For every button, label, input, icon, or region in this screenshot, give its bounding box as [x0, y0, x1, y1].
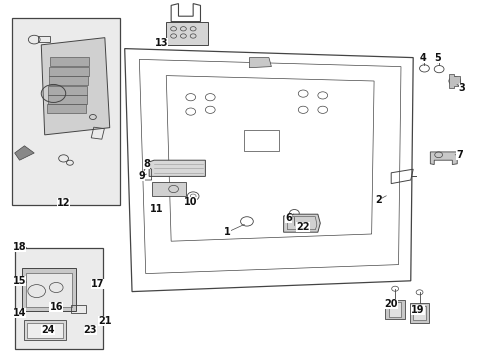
Text: 10: 10 — [183, 197, 197, 207]
Bar — [244, 130, 278, 151]
Polygon shape — [151, 182, 185, 196]
Text: 19: 19 — [410, 305, 424, 315]
Bar — [50, 58, 89, 67]
Text: 23: 23 — [83, 325, 97, 336]
Text: 21: 21 — [98, 316, 112, 326]
Polygon shape — [283, 214, 320, 232]
Polygon shape — [448, 74, 459, 88]
Bar — [49, 67, 88, 76]
Bar — [388, 302, 401, 317]
Text: 17: 17 — [91, 279, 104, 289]
Bar — [49, 76, 88, 85]
Bar — [47, 104, 86, 113]
Text: 4: 4 — [419, 53, 426, 63]
Bar — [48, 86, 87, 95]
Bar — [409, 303, 428, 323]
Bar — [166, 22, 207, 45]
Polygon shape — [15, 146, 34, 160]
Text: 16: 16 — [49, 302, 63, 312]
Bar — [38, 36, 50, 42]
Text: 24: 24 — [41, 325, 55, 336]
Text: 20: 20 — [384, 299, 397, 309]
Polygon shape — [429, 152, 456, 165]
Polygon shape — [149, 160, 205, 176]
Bar — [47, 95, 86, 104]
Text: 6: 6 — [285, 213, 291, 223]
Text: 12: 12 — [57, 198, 70, 208]
Text: 2: 2 — [375, 195, 382, 205]
Polygon shape — [249, 58, 271, 68]
Text: 18: 18 — [13, 242, 26, 252]
Bar — [22, 268, 76, 311]
Text: 5: 5 — [433, 53, 440, 63]
Text: 15: 15 — [13, 276, 26, 286]
Bar — [12, 18, 120, 205]
Bar — [27, 323, 63, 338]
Text: 13: 13 — [154, 38, 168, 48]
Text: 8: 8 — [143, 159, 150, 169]
Text: 3: 3 — [458, 83, 465, 93]
Polygon shape — [41, 38, 109, 135]
Bar — [15, 248, 102, 349]
Bar — [26, 273, 72, 307]
Text: 9: 9 — [138, 171, 145, 181]
Bar — [412, 306, 425, 320]
Bar — [24, 320, 66, 340]
Text: 11: 11 — [149, 204, 163, 214]
Bar — [385, 300, 404, 319]
Text: 22: 22 — [296, 222, 309, 232]
Text: 1: 1 — [224, 227, 230, 237]
Text: 7: 7 — [455, 150, 462, 160]
Text: 14: 14 — [13, 308, 26, 318]
Bar — [71, 305, 85, 313]
Bar — [91, 127, 104, 139]
